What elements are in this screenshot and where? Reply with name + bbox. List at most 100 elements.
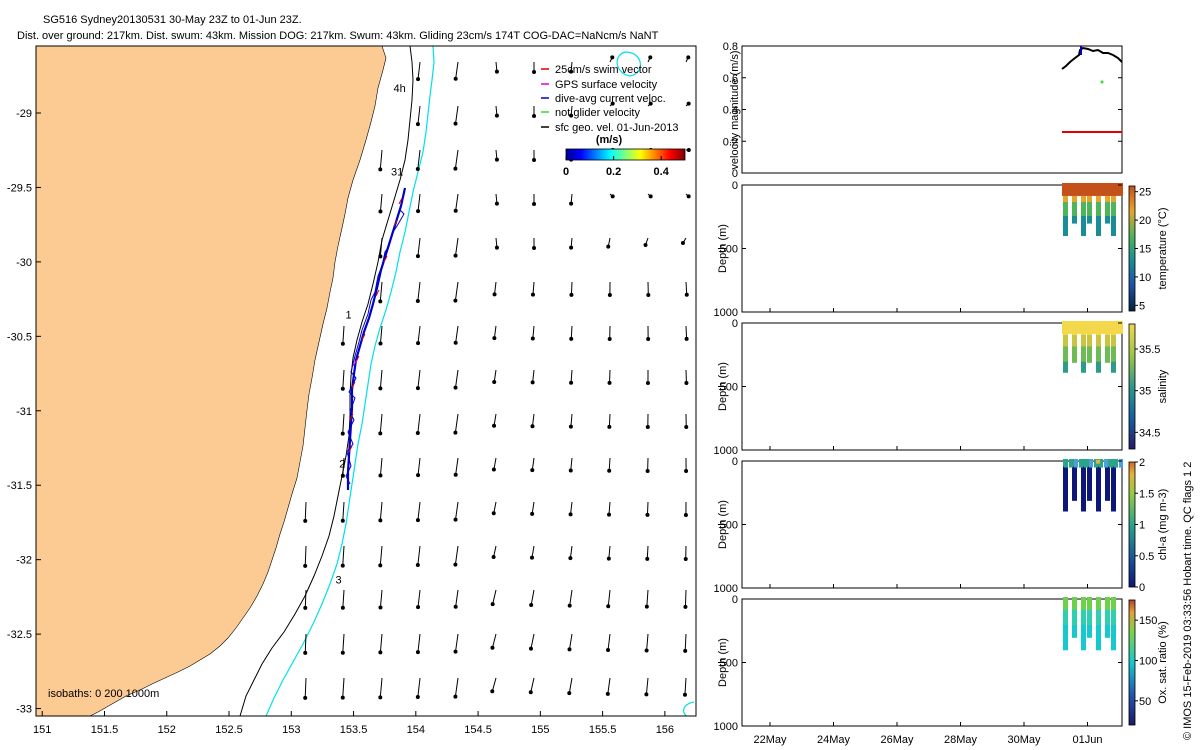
geo-velocity-arrowhead (494, 113, 499, 118)
profile-panel-frame (741, 598, 1123, 727)
geo-velocity-arrowhead (340, 341, 345, 346)
geo-velocity-arrowhead (530, 511, 535, 516)
geo-velocity-arrowhead (416, 77, 421, 82)
geo-velocity-arrow (608, 501, 611, 515)
geo-velocity-arrowhead (684, 380, 689, 385)
geo-velocity-arrow (342, 325, 345, 344)
geo-velocity-arrow (570, 457, 573, 471)
geo-velocity-arrowhead (378, 209, 383, 214)
geo-velocity-arrow (342, 369, 345, 389)
geo-velocity-arrow (530, 677, 535, 693)
geo-velocity-arrowhead (415, 386, 420, 391)
geo-velocity-arrowhead (532, 113, 537, 118)
geo-velocity-arrowhead (490, 645, 495, 650)
profile-point (1065, 329, 1069, 334)
geo-velocity-arrow (607, 589, 611, 607)
geo-velocity-arrowhead (606, 556, 611, 561)
geo-velocity-arrowhead (606, 648, 611, 653)
date-tick-label: 30May (1007, 734, 1041, 746)
geo-velocity-arrow (379, 633, 383, 653)
profile-colorbar-tick-label: 35 (1139, 386, 1151, 398)
speed-colorbar-gradient (565, 148, 686, 161)
geo-velocity-arrow (532, 369, 535, 383)
geo-velocity-arrow (304, 633, 307, 653)
profile-point (1070, 329, 1074, 334)
map-y-tick-label: -32 (16, 555, 32, 567)
track-label: 1 (346, 309, 352, 321)
swim-vector (349, 413, 354, 421)
geo-velocity-arrow (342, 457, 345, 476)
map-panel: 151 151.5 152 152.5 153 153.5 154 154.5 155 155.5… (7, 45, 697, 736)
geo-velocity-arrow (379, 413, 383, 434)
geo-velocity-arrowhead (415, 650, 420, 655)
geo-velocity-arrow (455, 501, 459, 520)
geo-velocity-arrowhead (532, 201, 537, 206)
profile-point (1072, 219, 1077, 224)
geo-velocity-arrowhead (453, 517, 458, 522)
geo-velocity-arrowhead (530, 336, 535, 341)
geo-velocity-arrow (417, 61, 421, 80)
geo-velocity-arrowhead (491, 555, 496, 560)
profile-point (1072, 633, 1077, 638)
geo-velocity-arrow (379, 149, 383, 170)
geo-velocity-arrow (608, 457, 611, 471)
land-mass (36, 46, 387, 716)
geo-velocity-arrowhead (453, 604, 458, 609)
profile-point (1065, 191, 1069, 196)
geo-velocity-arrowhead (569, 201, 574, 206)
geo-velocity-arrowhead (340, 473, 345, 478)
geo-velocity-arrowhead (340, 563, 345, 568)
geo-velocity-arrowhead (303, 650, 308, 655)
geo-velocity-arrowhead (303, 563, 308, 568)
map-x-tick-label: 153 (282, 724, 300, 736)
geo-velocity-arrow (454, 413, 459, 433)
geo-velocity-arrow (455, 105, 459, 124)
geo-velocity-arrow (684, 633, 687, 651)
geo-velocity-arrowhead (416, 209, 421, 214)
geo-velocity-arrowhead (378, 299, 383, 304)
profile-colorbar-tick-label: 1.5 (1139, 488, 1154, 500)
geo-velocity-arrowhead (494, 157, 499, 162)
geo-velocity-arrowhead (528, 646, 533, 651)
profile-point (1096, 507, 1101, 512)
date-tick-label: 22May (753, 734, 787, 746)
profile-point (1074, 463, 1078, 468)
geo-velocity-arrowhead (683, 648, 688, 653)
map-x-tick-label: 152.5 (215, 724, 243, 736)
geo-velocity-arrowhead (494, 201, 499, 206)
map-x-tick-label: 151 (33, 724, 51, 736)
geo-velocity-arrowhead (568, 556, 573, 561)
isobath-1000m-corner (683, 701, 695, 716)
profile-point (1119, 191, 1123, 196)
geo-velocity-arrowhead (492, 292, 497, 297)
geo-velocity-arrowhead (415, 431, 420, 436)
profile-point (1089, 329, 1093, 334)
profile-point (1096, 459, 1100, 464)
geo-velocity-arrowhead (567, 603, 572, 608)
swim-vectors (348, 197, 403, 453)
profile-point (1072, 358, 1077, 363)
profile-colorbar-tick-label: 20 (1139, 215, 1151, 227)
profile-point (1096, 232, 1101, 237)
track-label: 31 (391, 167, 403, 179)
geo-velocity-arrow (646, 501, 649, 515)
geo-velocity-arrow (417, 105, 421, 125)
geo-velocity-arrowhead (453, 562, 458, 567)
geo-velocity-arrowhead (528, 690, 533, 695)
geo-velocity-arrow (304, 501, 307, 521)
profile-colorbar-tick-label: 1 (1139, 520, 1145, 532)
profile-y-tick-label: 0 (732, 594, 738, 606)
footer-credit: © IMOS 15-Feb-2019 03:33:56 Hobart time.… (1182, 462, 1194, 740)
profile-point (1081, 368, 1086, 373)
map-x-tick-label: 153.5 (340, 724, 368, 736)
velocity-panel-frame (741, 45, 1123, 174)
geo-velocity-arrowhead (303, 695, 308, 700)
geo-velocity-arrow (417, 325, 421, 344)
geo-velocity-arrowhead (416, 473, 421, 478)
profile-panel-3: 0 500 1000 Depth (m) 0 0.5 1 1.5 2 chl-a (mg m-3) (714, 456, 1169, 595)
geo-velocity-arrowhead (340, 386, 345, 391)
profile-point (1102, 329, 1106, 334)
geo-velocity-arrowhead (494, 69, 499, 74)
profile-colorbar-tick-label: 50 (1139, 696, 1151, 708)
